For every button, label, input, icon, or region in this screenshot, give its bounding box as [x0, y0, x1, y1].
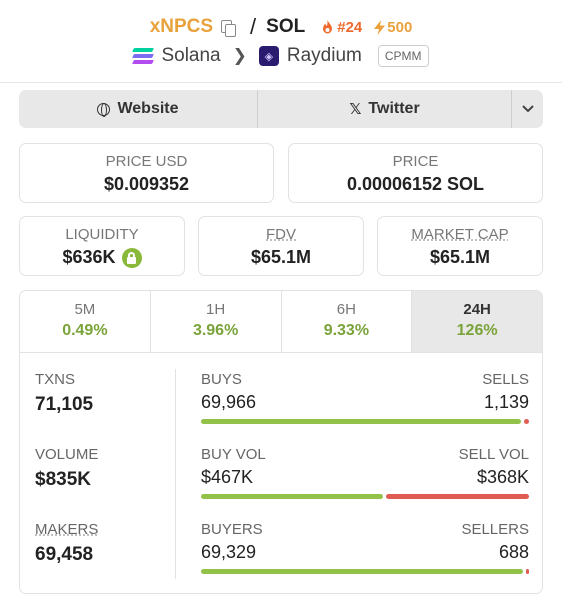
twitter-label: Twitter — [368, 100, 420, 117]
makers-stat: MAKERS 69,458 — [35, 521, 98, 566]
tab-label: 1H — [206, 301, 226, 318]
txns-stat: TXNS 71,105 — [35, 371, 93, 416]
boost-value: 500 — [387, 18, 413, 36]
liquidity-card: LIQUIDITY $636K — [19, 216, 185, 276]
price-change: 126% — [456, 322, 498, 339]
trending-rank[interactable]: #24 — [321, 19, 362, 36]
buyers-bar — [201, 569, 523, 574]
timeframe-tabs: 5M 0.49% 1H 3.96% 6H 9.33% 24H 126% — [20, 291, 542, 353]
price-native-label: PRICE — [392, 153, 439, 170]
chevron-down-icon — [521, 105, 534, 113]
txns-label: TXNS — [35, 371, 76, 388]
sells-bar — [523, 419, 529, 424]
buys-sells-bar — [201, 419, 529, 424]
lock-icon[interactable] — [121, 247, 142, 268]
tab-24h[interactable]: 24H 126% — [412, 291, 542, 352]
price-change: 3.96% — [192, 322, 239, 339]
tab-1h[interactable]: 1H 3.96% — [151, 291, 282, 352]
market-cap-card: MARKET CAP $65.1M — [377, 216, 543, 276]
stats-divider — [175, 369, 176, 579]
twitter-button[interactable]: 𝕏 Twitter — [258, 90, 512, 128]
price-usd-value: $0.009352 — [103, 174, 190, 194]
sellers-bar — [525, 569, 529, 574]
market-cap-label[interactable]: MARKET CAP — [411, 226, 509, 243]
sell-vol-value: $368K — [476, 467, 529, 487]
makers-label[interactable]: MAKERS — [35, 521, 99, 538]
makers-value: 69,458 — [35, 544, 94, 565]
website-button[interactable]: Website — [19, 90, 258, 128]
sell-vol-label: SELL VOL — [458, 446, 529, 463]
price-native-card: PRICE 0.00006152 SOL — [288, 143, 543, 203]
boost-badge[interactable]: 500 — [374, 19, 412, 36]
header-divider — [0, 82, 562, 83]
tab-label: 5M — [74, 301, 96, 318]
pair-separator: / — [250, 14, 257, 39]
buy-sell-volume-stat: BUY VOL SELL VOL $467K $368K — [201, 446, 529, 499]
price-usd-label: PRICE USD — [105, 153, 188, 170]
sellers-value: 688 — [498, 542, 529, 562]
fdv-card: FDV $65.1M — [198, 216, 364, 276]
x-logo-icon: 𝕏 — [349, 101, 362, 118]
lightning-icon — [374, 19, 386, 35]
liquidity-value-row: $636K — [20, 247, 184, 268]
sell-vol-bar — [385, 494, 529, 499]
trading-stats-panel: 5M 0.49% 1H 3.96% 6H 9.33% 24H 126% TXNS… — [19, 290, 543, 594]
volume-stat: VOLUME $835K — [35, 446, 98, 491]
sells-label: SELLS — [482, 371, 529, 388]
fire-icon — [323, 19, 333, 33]
buy-vol-label: BUY VOL — [201, 446, 266, 463]
sellers-label: SELLERS — [461, 521, 529, 538]
token-name: xNPCS — [149, 16, 214, 37]
buyers-label: BUYERS — [201, 521, 263, 538]
price-native-value: 0.00006152 SOL — [346, 174, 485, 194]
buy-vol-value: $467K — [201, 467, 254, 487]
copy-icon[interactable] — [221, 19, 237, 37]
buys-bar — [201, 419, 521, 424]
market-cap-value: $65.1M — [429, 247, 491, 267]
pool-type-badge: CPMM — [377, 45, 429, 67]
social-links-bar: Website 𝕏 Twitter — [19, 90, 543, 128]
pair-title: xNPCS / SOL #24 500 — [0, 14, 562, 40]
website-label: Website — [117, 100, 179, 117]
quote-symbol: SOL — [266, 16, 306, 37]
volume-label: VOLUME — [35, 446, 99, 463]
volume-value: $835K — [35, 469, 91, 490]
price-usd-card: PRICE USD $0.009352 — [19, 143, 274, 203]
price-change: 9.33% — [323, 322, 370, 339]
buyers-sellers-bar — [201, 569, 529, 574]
more-links-button[interactable] — [512, 90, 543, 128]
fdv-label[interactable]: FDV — [266, 226, 296, 243]
buys-sells-stat: BUYS SELLS 69,966 1,139 — [201, 371, 529, 424]
price-change: 0.49% — [62, 322, 108, 339]
chevron-right-icon: ❯ — [232, 46, 247, 65]
dex-name[interactable]: Raydium — [286, 45, 362, 66]
liquidity-value: $636K — [62, 247, 116, 267]
chain-name[interactable]: Solana — [161, 45, 221, 66]
buys-value: 69,966 — [201, 392, 257, 412]
chain-breadcrumb: Solana ❯ ◈ Raydium CPMM — [0, 45, 562, 67]
tab-5m[interactable]: 5M 0.49% — [20, 291, 151, 352]
raydium-icon: ◈ — [258, 46, 279, 66]
fdv-value: $65.1M — [250, 247, 312, 267]
sells-value: 1,139 — [483, 392, 529, 412]
buys-label: BUYS — [201, 371, 242, 388]
tab-6h[interactable]: 6H 9.33% — [282, 291, 413, 352]
buyers-sellers-stat: BUYERS SELLERS 69,329 688 — [201, 521, 529, 574]
trending-rank-value: #24 — [337, 18, 363, 36]
buyers-value: 69,329 — [201, 542, 257, 562]
txns-value: 71,105 — [35, 394, 94, 415]
solana-icon — [132, 48, 155, 64]
tab-label: 6H — [336, 301, 356, 318]
volume-bar — [201, 494, 529, 499]
tab-label: 24H — [463, 301, 491, 318]
liquidity-label: LIQUIDITY — [65, 226, 139, 243]
globe-icon — [97, 102, 111, 117]
buy-vol-bar — [201, 494, 383, 499]
